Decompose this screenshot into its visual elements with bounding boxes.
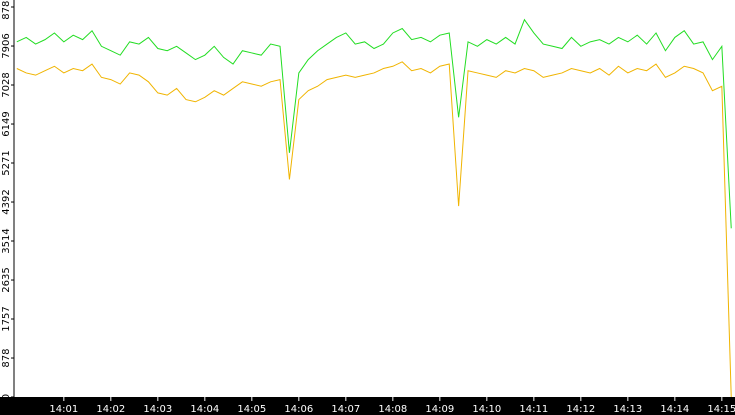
y-tick-label: 3514: [1, 228, 12, 253]
x-tick-label: 14:06: [284, 404, 313, 415]
series-line: [16, 18, 732, 229]
x-tick-label: 14:10: [472, 404, 501, 415]
y-tick-label: 7906: [1, 33, 12, 58]
series-line: [16, 61, 732, 398]
x-tick-label: 14:07: [331, 404, 360, 415]
x-tick-label: 14:04: [190, 404, 219, 415]
y-tick-label: 5271: [1, 150, 12, 175]
x-tick-label: 14:02: [96, 404, 125, 415]
x-tick-label: 14:03: [143, 404, 172, 415]
x-tick-label: 14:05: [237, 404, 266, 415]
y-tick-label: 878: [1, 348, 12, 367]
x-tick-label: 14:15: [707, 404, 735, 415]
y-tick-label: 4392: [1, 189, 12, 214]
x-axis-band: [0, 397, 735, 415]
x-tick-label: 14:08: [378, 404, 407, 415]
y-tick-label: 7028: [1, 72, 12, 97]
y-tick-label: 0: [1, 394, 12, 400]
y-tick-label: 1757: [1, 306, 12, 331]
y-tick-label: 6149: [1, 111, 12, 136]
x-tick-label: 14:11: [519, 404, 548, 415]
x-tick-label: 14:12: [566, 404, 595, 415]
y-tick-label: 8785: [1, 0, 12, 20]
x-tick-label: 14:09: [425, 404, 454, 415]
x-tick-label: 14:01: [49, 404, 78, 415]
y-tick-label: 2635: [1, 267, 12, 292]
x-tick-label: 14:13: [613, 404, 642, 415]
x-tick-label: 14:14: [660, 404, 689, 415]
